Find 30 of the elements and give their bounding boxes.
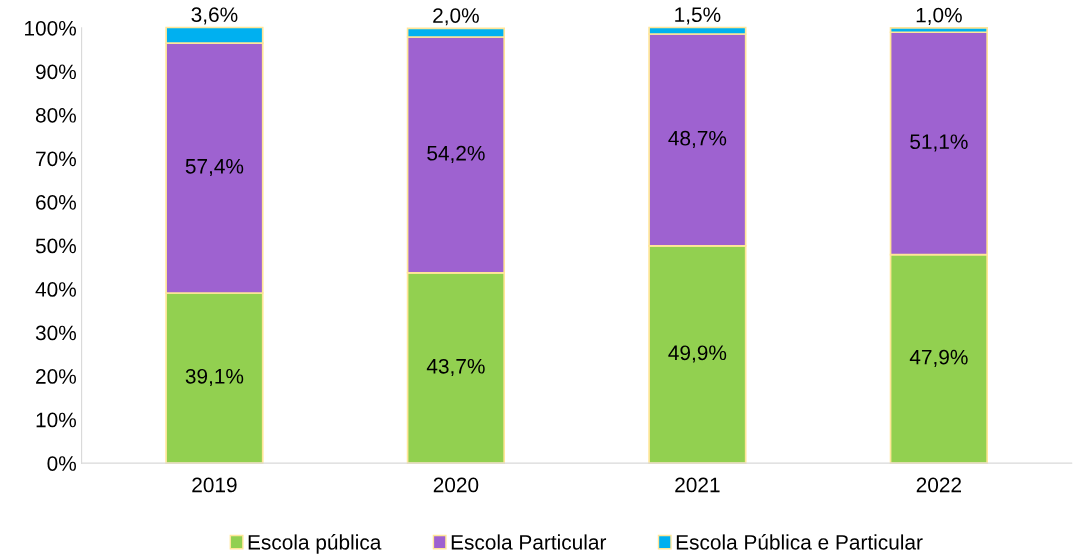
data-label: 2,0% xyxy=(433,8,479,26)
y-tick-label: 60% xyxy=(36,195,76,210)
y-tick-label: 80% xyxy=(35,107,76,123)
y-tick-label: 90% xyxy=(36,64,76,80)
data-label: 1,0% xyxy=(916,7,962,25)
x-tick-label: 2021 xyxy=(675,477,720,493)
data-label: 39,1% xyxy=(185,368,244,387)
y-tick-label: 70% xyxy=(36,151,76,167)
data-label: 49,9% xyxy=(668,345,727,363)
data-label: 54,2% xyxy=(427,145,485,164)
data-label: 51,1% xyxy=(910,134,968,152)
y-tick-label: 50% xyxy=(35,238,76,254)
x-tick-label: 2020 xyxy=(433,477,479,493)
y-tick-label: 0% xyxy=(47,456,76,471)
data-label: 1,5% xyxy=(675,7,721,25)
x-tick-label: 2022 xyxy=(916,477,961,493)
legend-label: Escola Pública e Particular xyxy=(676,534,923,550)
legend-label: Escola pública xyxy=(248,534,382,554)
y-tick-label: 10% xyxy=(36,412,76,428)
data-label: 43,7% xyxy=(426,358,485,377)
y-tick-label: 20% xyxy=(36,369,76,384)
data-label: 48,7% xyxy=(668,130,727,149)
data-label: 47,9% xyxy=(909,349,968,367)
y-tick-label: 100% xyxy=(25,20,76,36)
y-tick-label: 30% xyxy=(35,325,76,341)
y-tick-label: 40% xyxy=(35,282,76,297)
data-label: 3,6% xyxy=(191,7,238,25)
x-tick-label: 2019 xyxy=(192,477,237,493)
data-label: 57,4% xyxy=(185,158,244,177)
legend-label: Escola Particular xyxy=(451,534,607,550)
